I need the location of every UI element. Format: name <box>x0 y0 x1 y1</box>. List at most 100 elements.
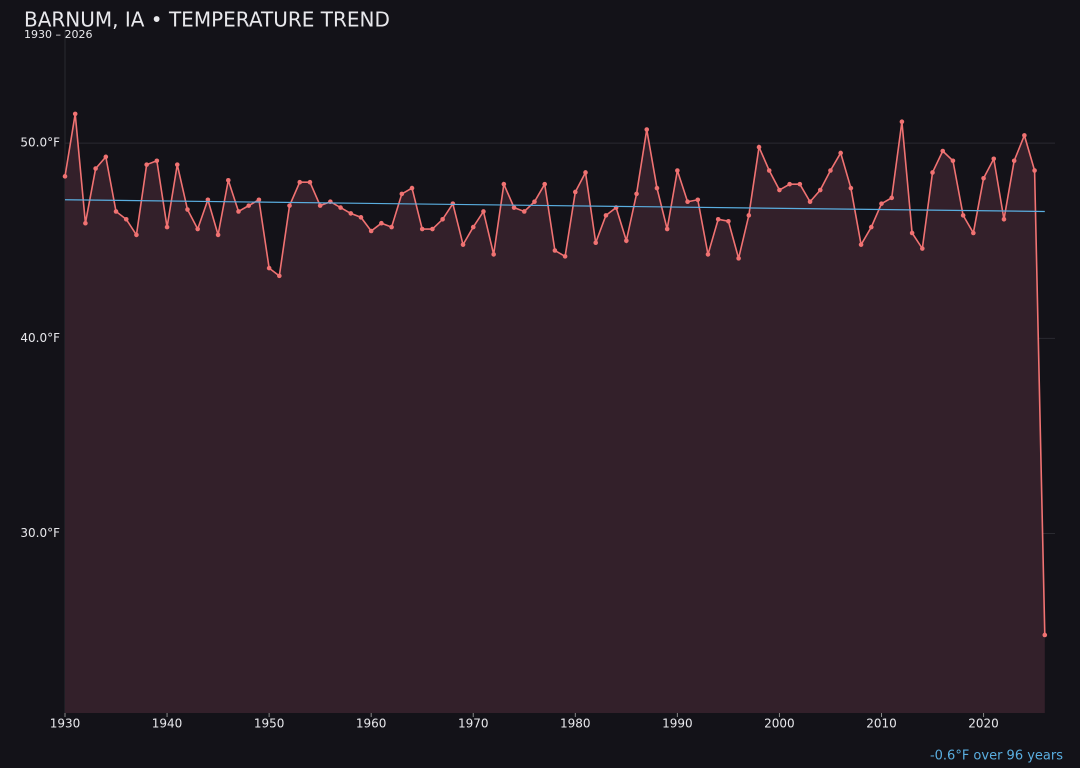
point <box>991 156 997 162</box>
x-tick-label: 2010 <box>866 717 897 731</box>
point <box>83 220 88 226</box>
point <box>440 216 445 222</box>
point <box>542 181 547 187</box>
point <box>174 162 180 167</box>
point <box>521 209 527 214</box>
x-tick-label: 1960 <box>356 717 387 731</box>
point <box>726 218 731 224</box>
point <box>470 224 476 230</box>
point <box>307 179 313 185</box>
point <box>715 216 721 222</box>
point <box>389 224 394 230</box>
point <box>511 205 517 210</box>
point <box>695 197 701 203</box>
point <box>62 174 68 179</box>
point <box>399 191 405 197</box>
point <box>971 230 976 236</box>
x-tick-label: 1930 <box>50 717 81 731</box>
point <box>338 205 343 210</box>
point <box>787 181 792 187</box>
point <box>797 181 803 187</box>
point <box>981 176 986 181</box>
point <box>889 195 895 201</box>
point <box>409 185 415 191</box>
point <box>603 213 609 218</box>
trend-annotation: -0.6°F over 96 years <box>930 749 1063 764</box>
point <box>817 187 823 193</box>
point <box>756 144 762 150</box>
point <box>491 252 496 257</box>
point <box>266 265 272 271</box>
x-tick-label: 1990 <box>662 717 693 731</box>
point <box>481 209 486 214</box>
point <box>1032 168 1037 173</box>
point <box>807 199 813 205</box>
point <box>113 209 119 214</box>
point <box>736 256 741 261</box>
point <box>552 248 558 253</box>
point <box>920 246 925 251</box>
point <box>134 232 139 238</box>
point <box>358 215 364 220</box>
point <box>1022 133 1027 138</box>
point <box>225 177 231 183</box>
point <box>195 226 200 232</box>
point <box>501 181 507 187</box>
point <box>848 185 854 191</box>
point <box>103 154 109 160</box>
point <box>1001 216 1007 222</box>
point <box>950 158 956 164</box>
point <box>460 242 466 247</box>
chart-title: BARNUM, IA • TEMPERATURE TREND <box>24 8 390 32</box>
x-tick-label: 2020 <box>968 717 999 731</box>
area <box>65 113 1045 713</box>
point <box>93 166 98 171</box>
point <box>664 226 670 232</box>
point <box>593 240 599 246</box>
point <box>828 168 833 173</box>
point <box>899 119 905 125</box>
point <box>685 199 690 205</box>
point <box>215 232 221 238</box>
x-tick-label: 1980 <box>560 717 591 731</box>
point <box>573 189 578 195</box>
y-tick-label: 30.0°F <box>20 526 60 540</box>
point <box>879 201 884 206</box>
point <box>960 213 966 218</box>
point <box>287 203 292 208</box>
point <box>675 168 680 173</box>
point <box>144 162 149 167</box>
point <box>379 220 384 226</box>
x-tick-label: 1940 <box>152 717 183 731</box>
point <box>583 170 588 175</box>
point <box>236 209 241 214</box>
x-tick-label: 1970 <box>458 717 489 731</box>
point <box>940 148 946 154</box>
chart-subtitle: 1930 – 2026 <box>24 28 92 41</box>
point <box>277 273 282 279</box>
point <box>317 203 323 208</box>
point <box>705 252 711 257</box>
point <box>532 199 537 205</box>
point <box>777 187 782 193</box>
point <box>562 254 568 259</box>
point <box>246 203 252 208</box>
point <box>766 168 772 173</box>
point <box>858 242 864 247</box>
point <box>746 213 752 218</box>
point <box>624 238 629 244</box>
point <box>450 201 456 206</box>
x-tick-label: 1950 <box>254 717 285 731</box>
point <box>419 226 425 232</box>
point <box>634 191 639 197</box>
trend-line <box>64 199 1045 213</box>
point <box>185 207 190 212</box>
point <box>256 197 262 203</box>
point <box>348 211 354 216</box>
point <box>72 111 78 117</box>
point <box>1011 158 1017 164</box>
point <box>930 170 935 175</box>
point <box>297 179 303 185</box>
point <box>164 224 170 230</box>
